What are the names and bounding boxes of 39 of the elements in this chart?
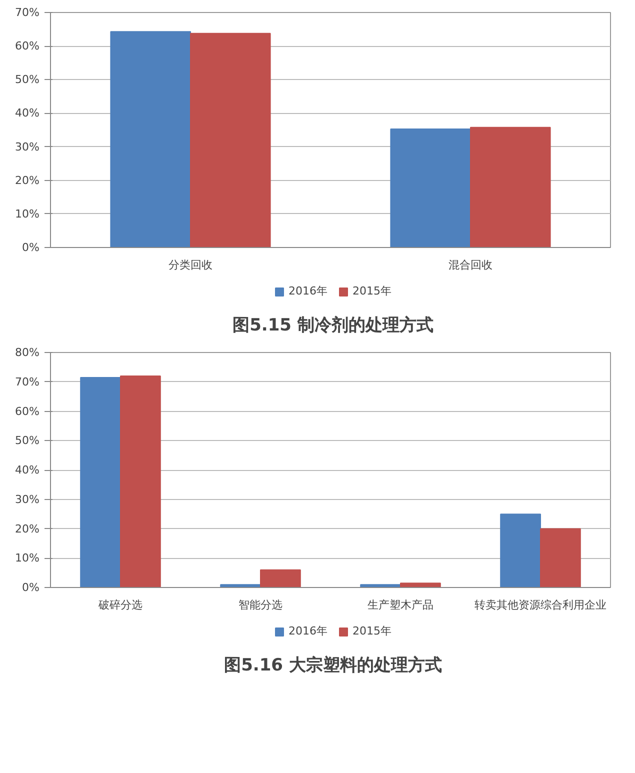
y-tick-label: 60% [15,40,40,53]
legend-label: 2015年 [352,284,392,298]
y-tick-label: 40% [15,106,40,120]
text: 图5.16 大宗塑料的处理方式 [224,654,442,676]
x-tick-label: 混合回收 [448,258,492,272]
y-tick-label: 30% [15,140,40,154]
x-tick-label: 生产塑木产品 [368,598,434,612]
bar [120,376,161,588]
y-tick-label: 30% [15,492,40,506]
y-tick-label: 40% [15,464,40,476]
x-tick-label: 转卖其他资源综合利用企业 [474,598,606,612]
y-tick-label: 80% [15,346,40,359]
y-tick-label: 10% [15,552,40,565]
y-tick-label: 20% [15,174,40,187]
y-tick-label: 60% [15,404,40,418]
legend-label: 2016年 [288,624,328,638]
bar [540,528,581,588]
x-tick-label: 智能分选 [238,598,282,612]
legend-label: 2016年 [288,284,328,298]
x-tick-label: 破碎分选 [98,598,142,612]
y-tick-label: 50% [15,73,40,86]
y-tick-label: 70% [15,375,40,388]
bar [110,31,191,248]
y-tick-label: 50% [15,434,40,448]
bar [400,582,441,588]
text: 图5.15 制冷剂的处理方式 [232,316,434,336]
x-tick-label: 分类回收 [168,258,212,272]
y-tick-label: 0% [22,241,40,254]
y-tick-label: 10% [15,207,40,220]
bar [470,126,551,248]
bar [500,514,541,588]
bar [190,32,271,248]
y-tick-label: 70% [15,6,40,19]
bar [80,376,121,588]
legend-label: 2015年 [352,624,392,638]
bar [390,128,471,248]
y-tick-label: 20% [15,522,40,536]
bar [260,569,301,588]
y-tick-label: 0% [22,581,40,594]
